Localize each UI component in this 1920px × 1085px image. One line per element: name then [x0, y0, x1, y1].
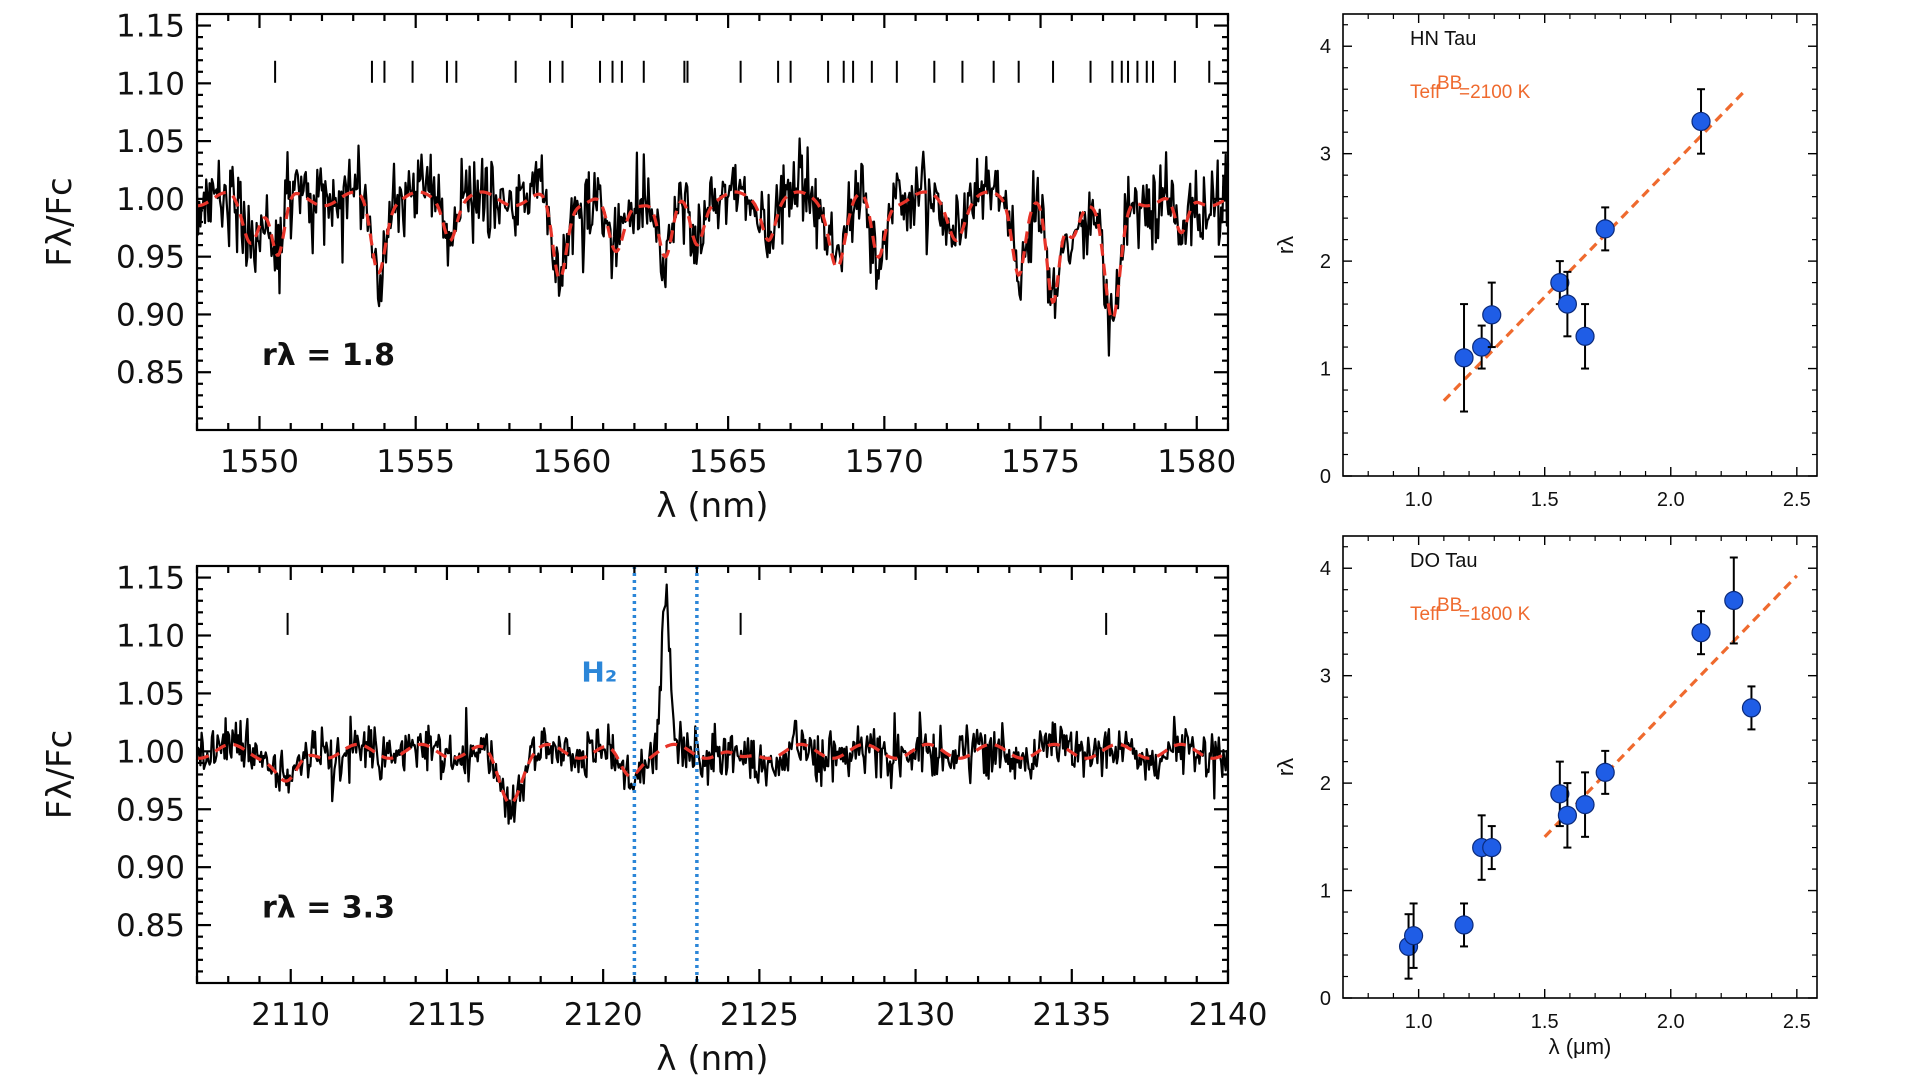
model-spectrum-line — [197, 190, 1229, 322]
model-spectrum-line — [196, 742, 1229, 805]
plot-frame — [1342, 535, 1818, 999]
y-tick-label: 1 — [1320, 881, 1331, 903]
x-tick-label: 1550 — [220, 444, 299, 480]
teff-superscript: BB — [1437, 73, 1462, 94]
x-tick-label: 1.0 — [1405, 1011, 1433, 1033]
plot-frame — [1342, 13, 1818, 477]
data-point — [1482, 305, 1502, 325]
data-point — [1724, 590, 1744, 611]
data-point — [1595, 219, 1615, 239]
fit-line — [1442, 88, 1748, 402]
x-tick-label: 1560 — [532, 444, 611, 480]
y-tick-label: 1.00 — [116, 734, 185, 770]
data-point — [1691, 111, 1711, 132]
data-point — [1595, 762, 1615, 782]
teff-value: =2100 K — [1459, 82, 1531, 103]
r-lambda-label: rλ = 1.8 — [262, 338, 395, 373]
x-tick-label: 1.5 — [1531, 489, 1559, 511]
x-tick-label: 1.5 — [1531, 1011, 1559, 1033]
spectrum-panel-bottom: H₂ 2110 2115 2120 2125 2130 2135 2140 0.85 0.90 0.… — [40, 561, 1267, 1079]
x-tick-label: 1575 — [1001, 444, 1080, 480]
y-tick-label: 0.90 — [116, 297, 185, 333]
y-axis-label: rλ — [1273, 236, 1298, 254]
y-axis-label: Fλ/Fc — [40, 730, 80, 819]
y-axis-label: Fλ/Fc — [40, 177, 80, 266]
y-axis-label: rλ — [1273, 758, 1298, 776]
data-point — [1557, 805, 1577, 825]
data-point — [1482, 837, 1502, 858]
data-point — [1575, 326, 1595, 346]
y-tick-label: 3 — [1320, 144, 1331, 166]
teff-superscript: BB — [1437, 595, 1462, 616]
y-tick-label: 0 — [1320, 988, 1331, 1010]
y-tick-label: 1 — [1320, 359, 1331, 381]
x-tick-label: 2130 — [876, 997, 955, 1033]
teff-label: Teff — [1410, 82, 1441, 103]
y-tick-label: 0.95 — [116, 240, 185, 276]
y-tick-label: 1.05 — [116, 124, 185, 160]
y-tick-label: 1.15 — [116, 561, 185, 597]
data-point — [1691, 623, 1711, 643]
data-point — [1454, 348, 1474, 368]
data-point — [1741, 698, 1762, 718]
x-tick-label: 2115 — [407, 997, 486, 1033]
data-point — [1454, 915, 1474, 935]
x-tick-label: 1570 — [845, 444, 924, 480]
x-tick-label: 2140 — [1189, 997, 1268, 1033]
x-tick-label: 1.0 — [1405, 489, 1433, 511]
y-tick-label: 0.90 — [116, 850, 185, 886]
x-tick-label: 2135 — [1032, 997, 1111, 1033]
x-tick-label: 1555 — [376, 444, 455, 480]
x-axis-label: λ (nm) — [656, 486, 768, 526]
y-tick-label: 2 — [1320, 251, 1331, 273]
x-tick-label: 2.0 — [1657, 1011, 1685, 1033]
y-tick-label: 1.10 — [116, 619, 185, 655]
x-tick-label: 2.0 — [1657, 489, 1685, 511]
r-lambda-label: rλ = 3.3 — [262, 891, 395, 926]
data-point — [1575, 795, 1595, 815]
data-point — [1403, 926, 1424, 946]
h2-label: H₂ — [581, 656, 617, 689]
x-tick-label: 1580 — [1157, 444, 1236, 480]
y-tick-label: 0.85 — [116, 355, 185, 391]
x-tick-label: 2.5 — [1783, 489, 1811, 511]
teff-value: =1800 K — [1459, 604, 1531, 625]
y-tick-label: 1.15 — [116, 9, 185, 45]
object-name: HN Tau — [1410, 28, 1476, 50]
x-axis-label: λ (μm) — [1549, 1034, 1612, 1059]
x-tick-label: 2110 — [251, 997, 330, 1033]
y-tick-label: 1.05 — [116, 676, 185, 712]
y-tick-label: 1.10 — [116, 66, 185, 102]
y-tick-label: 3 — [1320, 666, 1331, 688]
x-tick-label: 2.5 — [1783, 1011, 1811, 1033]
x-tick-label: 2120 — [564, 997, 643, 1033]
y-tick-label: 4 — [1320, 558, 1331, 580]
x-axis-label: λ (nm) — [656, 1039, 768, 1079]
fit-line — [1543, 574, 1798, 838]
y-tick-label: 0.95 — [116, 792, 185, 828]
data-point — [1550, 784, 1570, 804]
x-tick-label: 2125 — [720, 997, 799, 1033]
teff-label: Teff — [1410, 604, 1441, 625]
y-tick-label: 0 — [1320, 466, 1331, 488]
y-tick-label: 1.00 — [116, 182, 185, 218]
data-point — [1557, 294, 1577, 314]
object-name: DO Tau — [1410, 550, 1477, 572]
data-point — [1550, 273, 1570, 293]
y-tick-label: 2 — [1320, 773, 1331, 795]
y-tick-label: 0.85 — [116, 908, 185, 944]
y-tick-label: 4 — [1320, 36, 1331, 58]
spectrum-panel-top: 1550 1555 1560 1565 1570 1575 1580 0.85 0.90 0.95… — [40, 9, 1236, 526]
x-tick-label: 1565 — [689, 444, 768, 480]
